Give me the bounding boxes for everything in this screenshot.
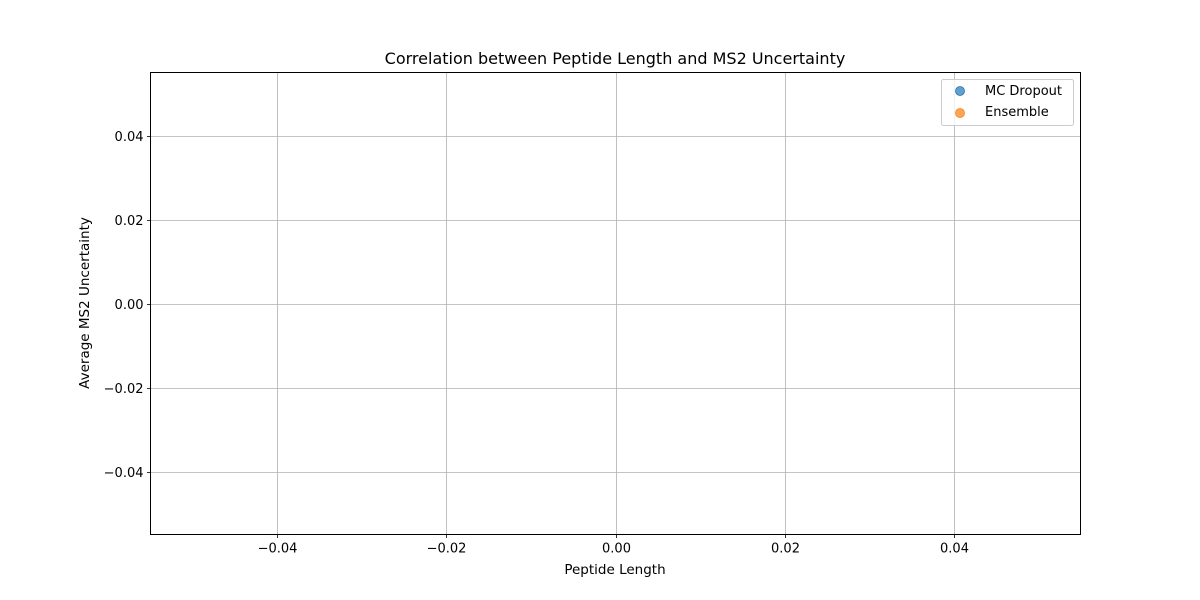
y-tick-label: −0.04 [104, 466, 144, 481]
y-tick-label: 0.04 [115, 130, 144, 145]
x-tick-label: −0.04 [258, 542, 298, 557]
x-tick-label: −0.02 [427, 542, 467, 557]
y-tick-label: 0.00 [115, 298, 144, 313]
x-axis-ticks: −0.04 −0.02 0.00 0.02 0.04 [258, 534, 969, 557]
legend: MC Dropout Ensemble [941, 79, 1074, 126]
y-axis-label: Average MS2 Uncertainty [77, 217, 93, 389]
legend-marker-ensemble [955, 108, 965, 118]
y-tick-label: 0.02 [115, 214, 144, 229]
legend-label-ensemble: Ensemble [985, 105, 1049, 120]
x-tick-label: 0.00 [602, 542, 631, 557]
x-tick-label: 0.02 [771, 542, 800, 557]
x-tick-label: 0.04 [940, 542, 969, 557]
y-tick-label: −0.02 [104, 382, 144, 397]
x-axis-label: Peptide Length [564, 562, 665, 578]
legend-box [941, 79, 1074, 126]
grid [150, 72, 1081, 535]
chart-title: Correlation between Peptide Length and M… [385, 49, 846, 68]
plot-area-frame [150, 72, 1081, 535]
legend-label-mc-dropout: MC Dropout [985, 84, 1062, 99]
y-axis-ticks: −0.04 −0.02 0.00 0.02 0.04 [104, 130, 151, 481]
legend-marker-mc-dropout [955, 86, 965, 96]
